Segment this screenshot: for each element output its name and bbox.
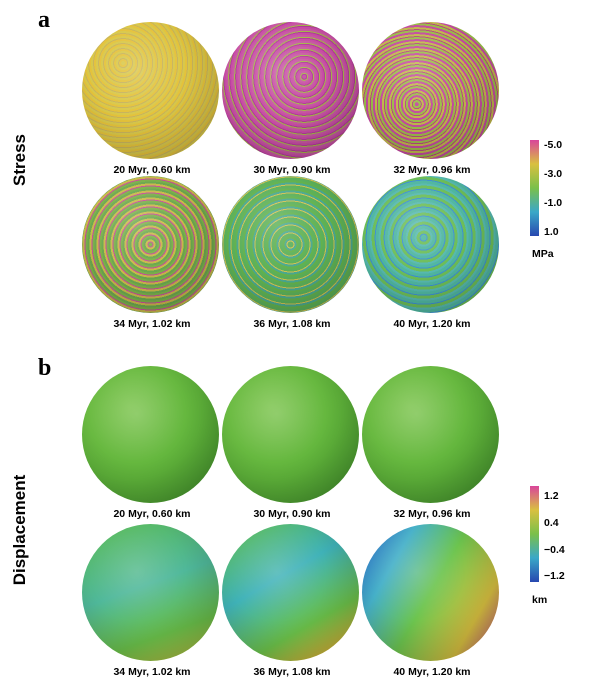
sphere-figure: 36 Myr, 1.08 km bbox=[222, 524, 362, 694]
colorbar-gradient bbox=[530, 140, 539, 236]
sphere-image bbox=[82, 176, 219, 313]
sphere-figure: 32 Myr, 0.96 km bbox=[362, 22, 502, 192]
sphere-figure: 20 Myr, 0.60 km bbox=[82, 22, 222, 192]
sphere-figure: 36 Myr, 1.08 km bbox=[222, 176, 362, 346]
sphere-image bbox=[82, 22, 219, 159]
sphere-caption: 20 Myr, 0.60 km bbox=[113, 164, 191, 176]
panel-letter-b: b bbox=[38, 355, 52, 381]
sphere-image bbox=[222, 176, 359, 313]
sphere-figure: 34 Myr, 1.02 km bbox=[82, 176, 222, 346]
sphere-image bbox=[362, 22, 499, 159]
sphere-image bbox=[362, 176, 499, 313]
sphere-caption: 32 Myr, 0.96 km bbox=[393, 164, 471, 176]
sphere-figure: 32 Myr, 0.96 km bbox=[362, 366, 502, 536]
colorbar-unit: MPa bbox=[532, 248, 554, 260]
sphere-image bbox=[222, 22, 359, 159]
sphere-caption: 34 Myr, 1.02 km bbox=[113, 666, 191, 678]
sphere-caption: 20 Myr, 0.60 km bbox=[113, 508, 191, 520]
sphere-caption: 32 Myr, 0.96 km bbox=[393, 508, 471, 520]
sphere-image bbox=[222, 524, 359, 661]
sphere-caption: 40 Myr, 1.20 km bbox=[393, 318, 471, 330]
sphere-image bbox=[82, 524, 219, 661]
colorbar-tick: -1.0 bbox=[544, 197, 563, 209]
colorbar-tick: −1.2 bbox=[544, 570, 565, 582]
sphere-caption: 34 Myr, 1.02 km bbox=[113, 318, 191, 330]
sphere-caption: 30 Myr, 0.90 km bbox=[253, 164, 331, 176]
colorbar-tick: 1.2 bbox=[544, 490, 559, 502]
sphere-caption: 40 Myr, 1.20 km bbox=[393, 666, 471, 678]
row-label-displacement: Displacement bbox=[10, 474, 29, 586]
panel-letter-a: a bbox=[38, 7, 50, 33]
row-label-stress: Stress bbox=[10, 134, 29, 186]
sphere-figure: 30 Myr, 0.90 km bbox=[222, 22, 362, 192]
colorbar-tick: 0.4 bbox=[544, 517, 559, 529]
sphere-figure: 40 Myr, 1.20 km bbox=[362, 524, 502, 694]
colorbar-tick: 1.0 bbox=[544, 226, 559, 238]
sphere-caption: 36 Myr, 1.08 km bbox=[253, 318, 331, 330]
colorbar-gradient bbox=[530, 486, 539, 582]
colorbar-tick: -5.0 bbox=[544, 139, 563, 151]
colorbar-tick: −0.4 bbox=[544, 544, 565, 556]
sphere-image bbox=[362, 524, 499, 661]
sphere-image bbox=[82, 366, 219, 503]
sphere-caption: 30 Myr, 0.90 km bbox=[253, 508, 331, 520]
sphere-image bbox=[362, 366, 499, 503]
sphere-figure: 30 Myr, 0.90 km bbox=[222, 366, 362, 536]
sphere-figure: 20 Myr, 0.60 km bbox=[82, 366, 222, 536]
sphere-image bbox=[222, 366, 359, 503]
sphere-caption: 36 Myr, 1.08 km bbox=[253, 666, 331, 678]
sphere-figure: 34 Myr, 1.02 km bbox=[82, 524, 222, 694]
colorbar-tick: -3.0 bbox=[544, 168, 563, 180]
colorbar-unit: km bbox=[532, 594, 548, 606]
sphere-figure: 40 Myr, 1.20 km bbox=[362, 176, 502, 346]
